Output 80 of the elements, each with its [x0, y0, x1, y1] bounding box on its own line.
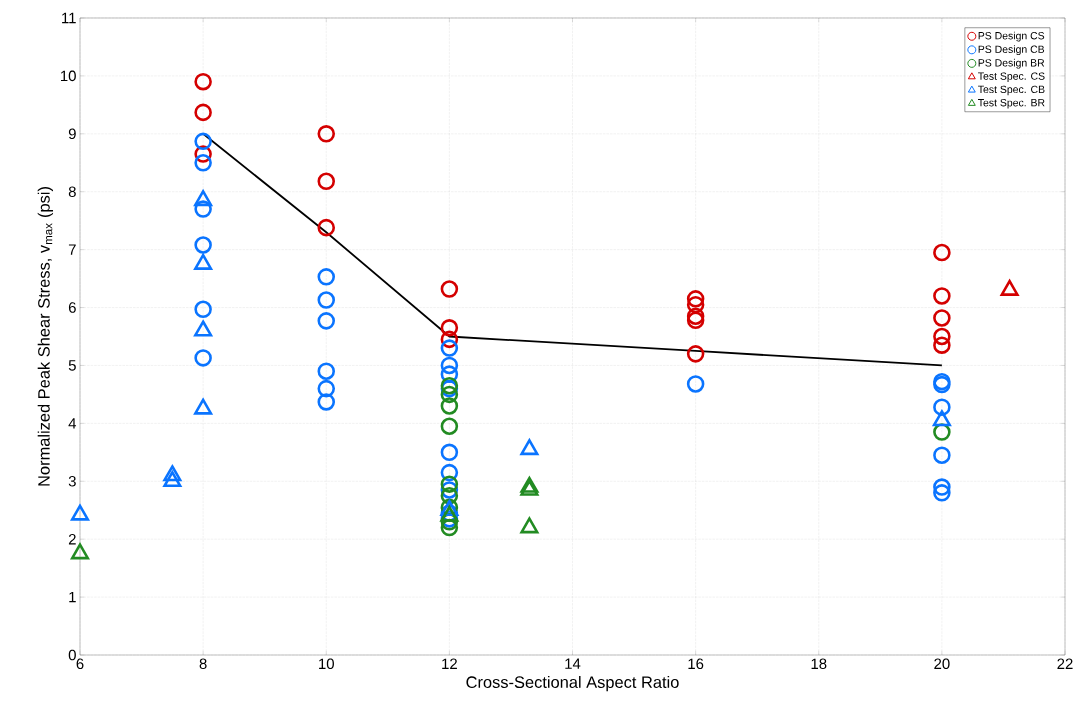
point	[317, 268, 336, 286]
point	[317, 379, 336, 398]
point	[440, 339, 459, 357]
x-tick-label: 14	[565, 658, 581, 669]
x-tick-label: 22	[1057, 658, 1073, 669]
point	[932, 410, 951, 427]
x-axis-title: Cross-Sectional Aspect Ratio	[466, 675, 679, 692]
y-tick-label: 11	[62, 12, 76, 24]
point	[317, 312, 336, 330]
point	[933, 243, 951, 262]
point	[933, 287, 951, 305]
point	[194, 200, 212, 218]
point	[686, 290, 705, 308]
y-tick-label: 7	[68, 244, 76, 255]
point	[194, 103, 212, 122]
x-tick-label: 16	[688, 658, 704, 670]
point	[686, 295, 705, 314]
y-tick-label: 4	[68, 418, 77, 429]
point	[933, 398, 951, 416]
y-axis-title: Normalized Peak Shear Stress, v$_{max}$ (psi)	[37, 187, 54, 486]
point	[194, 320, 213, 337]
y-tick-label: 5	[68, 360, 76, 371]
y-tick-label: 2	[68, 533, 76, 545]
point	[440, 280, 459, 298]
y-tick-label: 8	[68, 186, 76, 198]
point	[317, 291, 336, 309]
legend-label: Test Spec. BR	[978, 98, 1045, 109]
legend-label: PS Design CS	[978, 31, 1045, 42]
point	[194, 236, 212, 254]
line-series	[202, 132, 943, 367]
point	[194, 300, 212, 319]
point	[440, 356, 459, 375]
point	[163, 471, 182, 488]
point	[317, 362, 336, 381]
point	[194, 132, 212, 151]
point	[686, 375, 705, 393]
point	[70, 504, 90, 521]
point	[440, 443, 459, 462]
point	[933, 309, 951, 327]
legend-label: PS Design CB	[978, 45, 1045, 56]
point	[933, 327, 951, 346]
x-tick-label: 10	[319, 658, 334, 670]
point	[933, 478, 951, 496]
y-tick-label: 9	[68, 128, 76, 140]
point	[163, 465, 182, 482]
point	[194, 153, 212, 172]
x-tick-label: 18	[811, 658, 827, 670]
y-tick-label: 3	[68, 475, 76, 487]
y-tick-label: 1	[69, 591, 76, 603]
point	[686, 345, 705, 363]
x-tick-label: 8	[199, 658, 207, 670]
point	[70, 543, 90, 560]
point	[440, 330, 459, 349]
point	[194, 349, 212, 367]
point	[440, 385, 459, 404]
point	[520, 517, 539, 534]
point	[933, 336, 951, 354]
y-tick-label: 0	[68, 649, 76, 661]
legend-label: Test Spec. CB	[978, 85, 1045, 96]
point	[317, 218, 336, 237]
point	[194, 72, 212, 91]
point	[317, 393, 336, 411]
point	[933, 484, 951, 502]
point	[933, 446, 951, 464]
y-tick-label: 6	[68, 302, 76, 313]
point	[440, 319, 459, 337]
legend-label: PS Design BR	[978, 58, 1045, 69]
point	[317, 172, 336, 191]
point	[440, 463, 459, 482]
point	[520, 439, 539, 456]
point	[317, 125, 336, 143]
point	[440, 475, 459, 493]
point	[686, 311, 705, 330]
point	[440, 417, 459, 436]
x-tick-label: 12	[442, 658, 457, 669]
y-tick-label: 10	[61, 70, 76, 82]
x-tick-label: 20	[934, 658, 950, 670]
legend-label: Test Spec. CS	[978, 72, 1045, 82]
point	[440, 397, 459, 415]
point	[194, 398, 213, 415]
